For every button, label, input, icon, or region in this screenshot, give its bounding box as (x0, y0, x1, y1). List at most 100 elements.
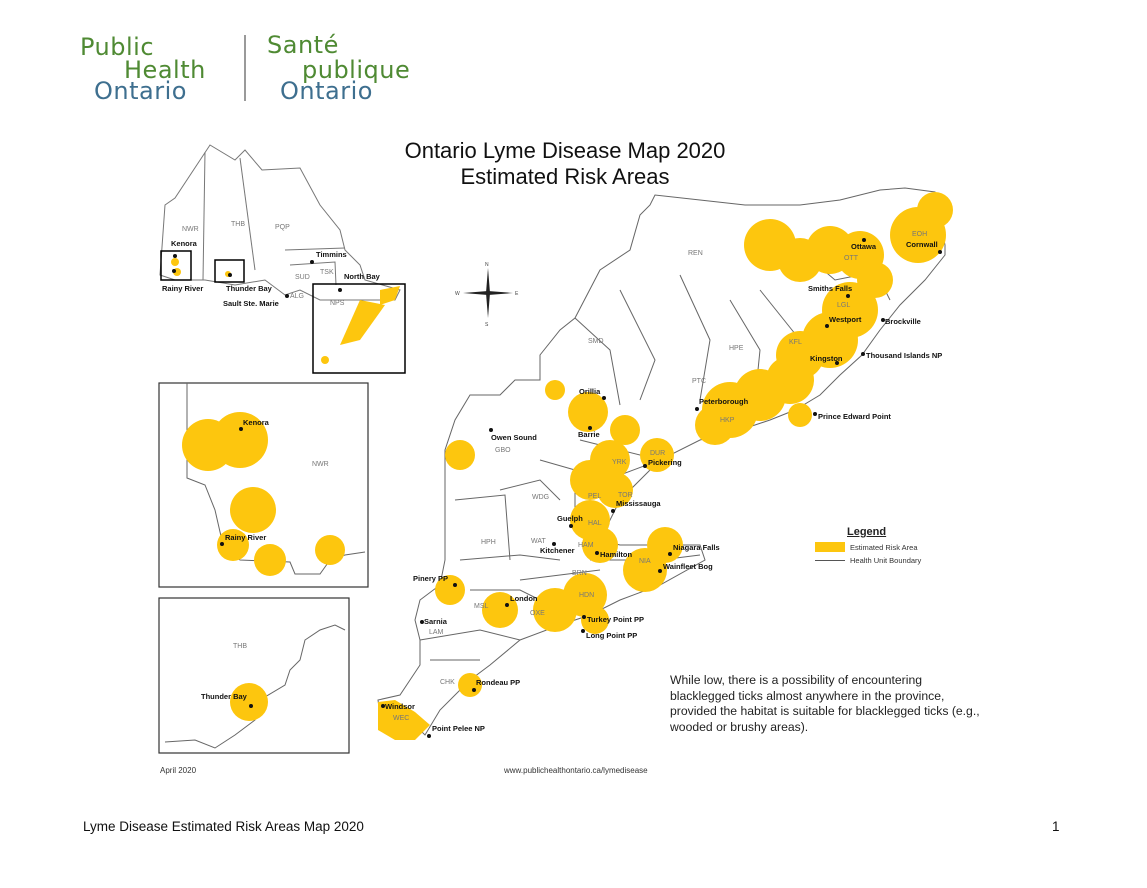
svg-text:Turkey Point PP: Turkey Point PP (587, 615, 644, 624)
svg-text:Orillia: Orillia (579, 387, 601, 396)
legend-item-risk-area: Estimated Risk Area (815, 542, 945, 552)
svg-text:HPE: HPE (729, 345, 744, 352)
svg-text:Guelph: Guelph (557, 514, 583, 523)
svg-text:KFL: KFL (789, 339, 802, 346)
svg-text:Westport: Westport (829, 315, 862, 324)
svg-text:Thunder Bay: Thunder Bay (226, 284, 273, 293)
svg-text:Kingston: Kingston (810, 354, 843, 363)
risk-note: While low, there is a possibility of enc… (670, 673, 980, 734)
svg-text:NWR: NWR (312, 461, 329, 468)
legend-item-boundary: Health Unit Boundary (815, 556, 945, 565)
svg-text:TOR: TOR (618, 492, 633, 499)
risk-areas (171, 192, 953, 740)
svg-text:Rainy River: Rainy River (162, 284, 203, 293)
place-labels: Kenora Rainy River Thunder Bay Timmins N… (162, 239, 942, 733)
svg-text:SMD: SMD (588, 338, 604, 345)
svg-text:Ottawa: Ottawa (851, 242, 877, 251)
logo-fr-word-1: Santé (267, 31, 339, 59)
svg-text:Cornwall: Cornwall (906, 240, 938, 249)
svg-text:THB: THB (233, 643, 247, 650)
inset-thb-frame (158, 597, 350, 754)
risk-area-swatch-icon (815, 542, 845, 552)
svg-text:PQP: PQP (275, 224, 290, 231)
svg-text:Rainy River: Rainy River (225, 533, 266, 542)
svg-text:Kenora: Kenora (171, 239, 198, 248)
svg-text:E: E (515, 291, 519, 297)
svg-text:Kenora: Kenora (243, 418, 270, 427)
svg-text:HAL: HAL (588, 520, 602, 527)
svg-text:North Bay: North Bay (344, 272, 381, 281)
svg-text:WDG: WDG (532, 494, 549, 501)
svg-text:Sault Ste. Marie: Sault Ste. Marie (223, 299, 279, 308)
svg-text:DUR: DUR (650, 450, 665, 457)
svg-text:REN: REN (688, 250, 703, 257)
svg-text:Mississauga: Mississauga (616, 499, 661, 508)
svg-text:NWR: NWR (182, 226, 199, 233)
svg-text:PTC: PTC (692, 378, 706, 385)
svg-text:Barrie: Barrie (578, 430, 600, 439)
svg-text:WEC: WEC (393, 715, 409, 722)
svg-text:Timmins: Timmins (316, 250, 347, 259)
svg-text:Prince Edward Point: Prince Edward Point (818, 412, 891, 421)
public-health-ontario-logo: Public Health Ontario Santé publique Ont… (80, 33, 425, 105)
svg-text:HDN: HDN (579, 592, 594, 599)
svg-text:CHK: CHK (440, 679, 455, 686)
svg-text:PEL: PEL (588, 493, 601, 500)
logo-fr-word-2: publique (302, 56, 411, 84)
svg-text:Wainfleet Bog: Wainfleet Bog (663, 562, 713, 571)
map-url: www.publichealthontario.ca/lymedisease (504, 766, 648, 775)
legend-title: Legend (847, 526, 887, 538)
svg-text:ALG: ALG (290, 293, 304, 300)
svg-text:SUD: SUD (295, 274, 310, 281)
svg-text:GBO: GBO (495, 447, 511, 454)
svg-text:YRK: YRK (612, 459, 627, 466)
svg-text:OTT: OTT (844, 255, 859, 262)
svg-text:Smiths Falls: Smiths Falls (808, 284, 852, 293)
page-number: 1 (1052, 819, 1060, 834)
inset-nwr-frame (158, 382, 369, 588)
svg-text:NIA: NIA (639, 558, 651, 565)
svg-text:Rondeau PP: Rondeau PP (476, 678, 520, 687)
logo-en-word-2: Health (124, 56, 206, 84)
compass-rose-icon: N S E W (455, 262, 519, 328)
map-date: April 2020 (160, 766, 197, 775)
svg-text:Point Pelee NP: Point Pelee NP (432, 724, 485, 733)
svg-text:OXE: OXE (530, 610, 545, 617)
svg-text:LGL: LGL (837, 302, 850, 309)
svg-text:HKP: HKP (720, 417, 735, 424)
footer-title: Lyme Disease Estimated Risk Areas Map 20… (83, 819, 364, 834)
svg-text:NPS: NPS (330, 300, 345, 307)
svg-text:TSK: TSK (320, 269, 334, 276)
svg-text:S: S (485, 322, 489, 328)
svg-text:Niagara Falls: Niagara Falls (673, 543, 720, 552)
legend-label: Estimated Risk Area (850, 542, 918, 552)
svg-text:Brockville: Brockville (885, 317, 921, 326)
svg-text:Peterborough: Peterborough (699, 397, 749, 406)
map-title: Ontario Lyme Disease Map 2020 Estimated … (370, 138, 760, 190)
svg-text:MSL: MSL (474, 603, 489, 610)
svg-text:BRN: BRN (572, 570, 587, 577)
svg-text:HPH: HPH (481, 539, 496, 546)
map-title-line-2: Estimated Risk Areas (460, 164, 670, 189)
city-markers (172, 238, 942, 738)
svg-text:N: N (485, 262, 489, 268)
map-legend: Legend Estimated Risk Area Health Unit B… (815, 526, 945, 565)
svg-text:THB: THB (231, 221, 245, 228)
svg-text:Kitchener: Kitchener (540, 546, 575, 555)
svg-text:Long Point PP: Long Point PP (586, 631, 637, 640)
svg-text:Pickering: Pickering (648, 458, 682, 467)
logo-en-word-1: Public (80, 33, 155, 61)
svg-text:Thousand Islands NP: Thousand Islands NP (866, 351, 942, 360)
overview-map (159, 144, 406, 374)
map-title-line-1: Ontario Lyme Disease Map 2020 (404, 138, 726, 163)
svg-text:W: W (455, 291, 460, 297)
svg-text:Sarnia: Sarnia (424, 617, 448, 626)
svg-text:Owen Sound: Owen Sound (491, 433, 537, 442)
svg-text:Hamilton: Hamilton (600, 550, 633, 559)
svg-text:London: London (510, 594, 538, 603)
svg-text:EOH: EOH (912, 231, 927, 238)
svg-text:WAT: WAT (531, 538, 546, 545)
svg-text:Pinery PP: Pinery PP (413, 574, 448, 583)
legend-label: Health Unit Boundary (850, 556, 922, 565)
